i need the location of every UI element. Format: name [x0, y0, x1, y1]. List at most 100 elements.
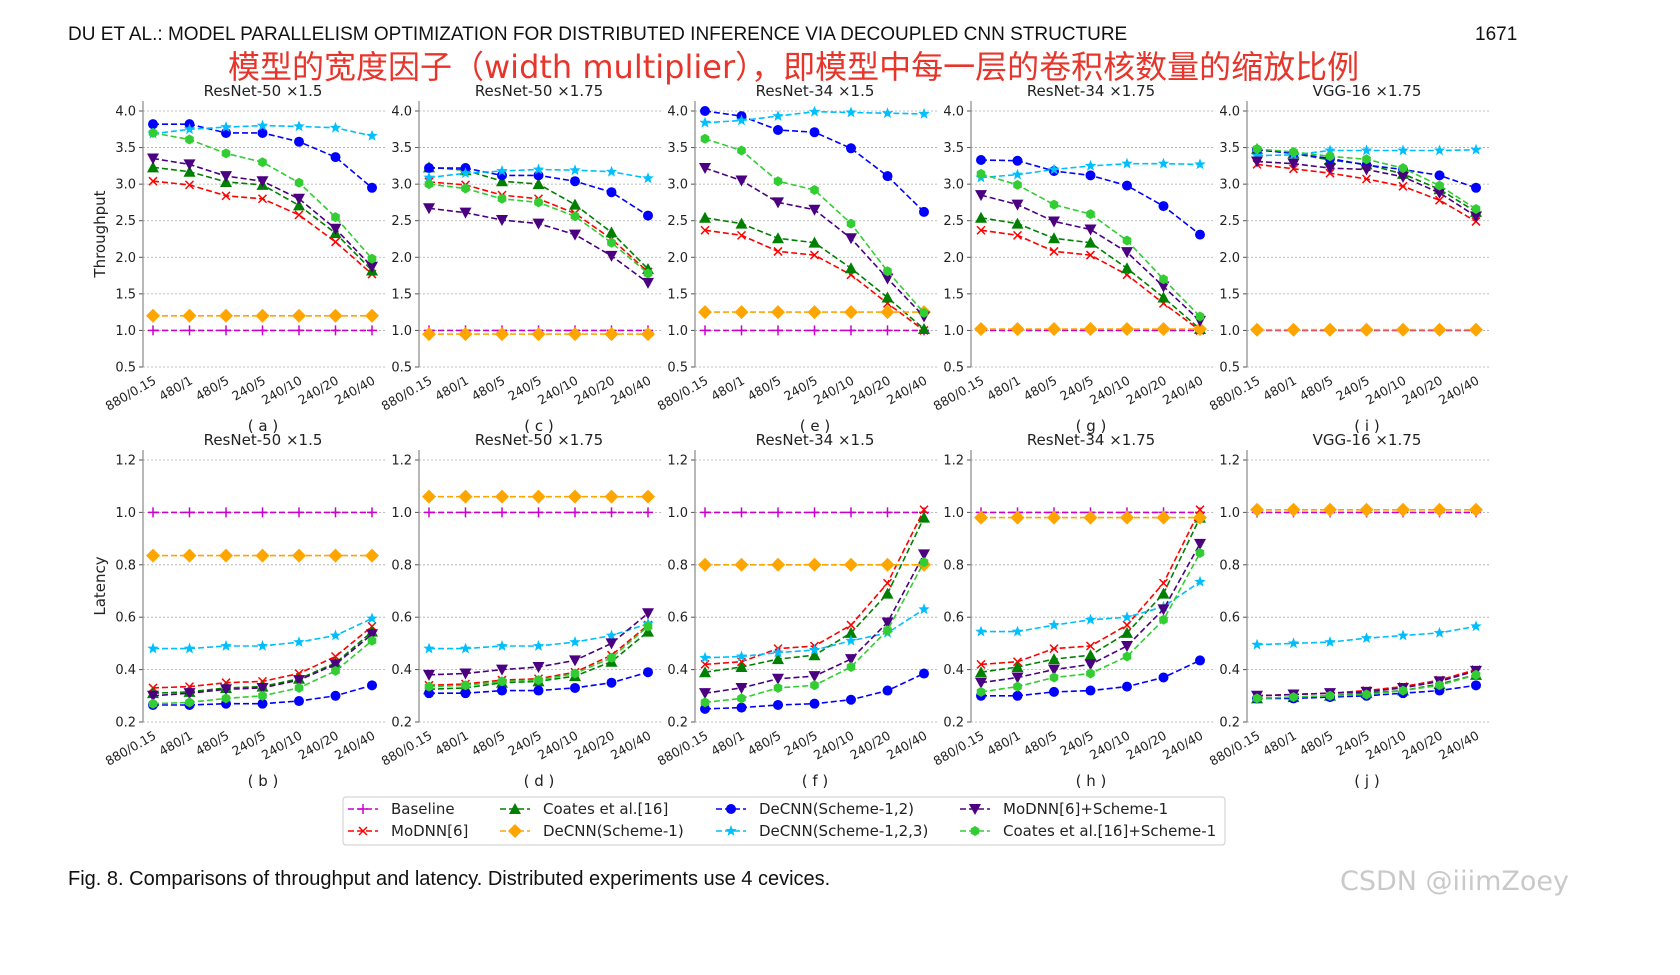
- data-point: [1084, 224, 1097, 236]
- data-point: [461, 183, 470, 194]
- x-tick-label: 480/1: [708, 728, 747, 759]
- data-point: [881, 273, 894, 285]
- data-point: [183, 159, 196, 171]
- series-decnn-scheme-1-2-3-: [1251, 620, 1482, 650]
- subplot-d: ResNet-50 ×1.75 0.2 0.4 0.6 0.8 1.0 1.2 880/0.1…: [379, 431, 661, 790]
- series-modnn-6-: [148, 176, 377, 279]
- data-point: [846, 694, 856, 705]
- series-decnn-scheme-1-2-: [700, 668, 929, 714]
- data-point: [809, 250, 820, 260]
- y-tick-label: 1.0: [943, 506, 964, 521]
- data-point: [423, 669, 435, 681]
- data-point: [809, 698, 820, 709]
- data-point: [607, 652, 616, 663]
- legend-marker-x-icon: [358, 826, 368, 836]
- y-tick-label: 1.2: [391, 454, 412, 469]
- data-point: [881, 617, 894, 629]
- x-tick-label: 480/5: [193, 373, 232, 404]
- y-tick-label: 2.5: [1219, 214, 1240, 229]
- data-point: [534, 675, 543, 686]
- panel-label: ( j ): [1354, 772, 1379, 790]
- data-point: [533, 507, 544, 518]
- series-baseline: [148, 325, 377, 336]
- data-point: [882, 685, 893, 696]
- data-point: [293, 120, 305, 132]
- data-point: [808, 649, 821, 661]
- series-decnn-scheme-1-: [146, 548, 379, 563]
- data-point: [1158, 578, 1169, 588]
- y-tick-label: 2.0: [943, 251, 964, 266]
- data-point: [330, 651, 341, 662]
- data-point: [1325, 151, 1335, 162]
- data-point: [1085, 641, 1096, 651]
- legend-label: DeCNN(Scheme-1): [543, 822, 684, 840]
- series-modnn-6-scheme-1: [1251, 156, 1482, 223]
- y-tick-label: 1.2: [667, 454, 688, 469]
- y-tick-label: 0.4: [391, 663, 412, 678]
- data-point: [604, 489, 619, 504]
- data-point: [845, 233, 857, 245]
- legend-item: Coates et al.[16]: [500, 800, 668, 818]
- data-point: [1194, 538, 1206, 550]
- data-point: [423, 171, 435, 183]
- series-coates-et-al-16-scheme-1: [700, 133, 929, 318]
- series-modnn-6-scheme-1: [975, 190, 1206, 327]
- data-point: [1121, 157, 1133, 169]
- data-point: [1324, 144, 1336, 156]
- data-point: [1048, 163, 1060, 175]
- data-point: [700, 325, 710, 336]
- y-tick-label: 4.0: [391, 105, 412, 120]
- data-point: [1324, 636, 1336, 647]
- y-tick-label: 0.8: [391, 558, 412, 573]
- y-tick-label: 0.8: [943, 558, 964, 573]
- legend-marker-diamond-icon: [508, 824, 522, 838]
- data-point: [1085, 250, 1096, 260]
- data-point: [532, 163, 545, 175]
- x-tick-label: 480/1: [432, 728, 471, 759]
- legend-label: Baseline: [391, 800, 455, 818]
- data-point: [606, 507, 617, 518]
- data-point: [735, 682, 748, 694]
- data-point: [1362, 154, 1371, 165]
- data-point: [531, 327, 546, 342]
- data-point: [569, 164, 581, 176]
- data-point: [845, 654, 857, 666]
- data-point: [365, 308, 379, 323]
- data-point: [1325, 690, 1335, 701]
- data-point: [605, 629, 618, 641]
- data-point: [1120, 510, 1134, 525]
- data-point: [1193, 510, 1207, 525]
- data-point: [809, 127, 820, 138]
- data-point: [975, 211, 987, 223]
- series-modnn-6-scheme-1: [147, 629, 378, 702]
- data-point: [882, 507, 893, 518]
- data-point: [1250, 322, 1264, 337]
- data-point: [735, 650, 748, 662]
- data-point: [366, 129, 378, 141]
- data-point: [736, 702, 747, 713]
- data-point: [1398, 685, 1408, 696]
- data-point: [1195, 505, 1205, 515]
- data-point: [844, 305, 858, 320]
- series-coates-et-al-16-scheme-1: [700, 557, 929, 708]
- y-tick-label: 1.2: [1219, 454, 1240, 469]
- data-point: [1049, 644, 1059, 654]
- data-point: [424, 688, 434, 699]
- data-point: [699, 651, 711, 663]
- data-point: [700, 697, 710, 708]
- data-point: [294, 136, 304, 147]
- data-point: [1122, 681, 1132, 692]
- data-point: [461, 680, 470, 691]
- y-tick-label: 0.8: [1219, 558, 1240, 573]
- x-tick-label: 240/10: [1363, 373, 1409, 408]
- data-point: [771, 557, 785, 572]
- data-point: [330, 237, 341, 247]
- data-point: [257, 698, 268, 709]
- data-point: [880, 305, 895, 320]
- data-point: [808, 671, 821, 683]
- x-tick-label: 240/40: [1160, 373, 1206, 408]
- y-tick-label: 0.6: [667, 611, 688, 626]
- data-point: [531, 489, 546, 504]
- data-point: [846, 507, 856, 518]
